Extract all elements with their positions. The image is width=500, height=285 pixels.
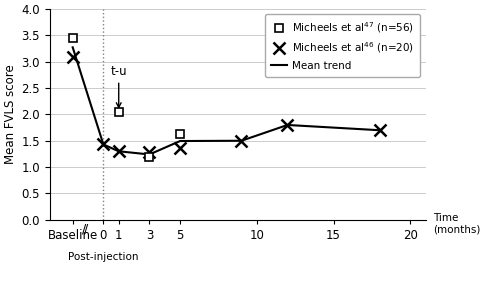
Text: t-u: t-u [110, 65, 127, 107]
Text: $\mathregular{/\!/}$: $\mathregular{/\!/}$ [81, 222, 89, 236]
Text: Time
(months): Time (months) [433, 213, 480, 235]
Y-axis label: Mean FVLS score: Mean FVLS score [4, 65, 17, 164]
Text: Post-injection: Post-injection [68, 252, 138, 262]
Legend: Micheels et al$^{47}$ (n=56), Micheels et al$^{46}$ (n=20), Mean trend: Micheels et al$^{47}$ (n=56), Micheels e… [265, 14, 420, 77]
